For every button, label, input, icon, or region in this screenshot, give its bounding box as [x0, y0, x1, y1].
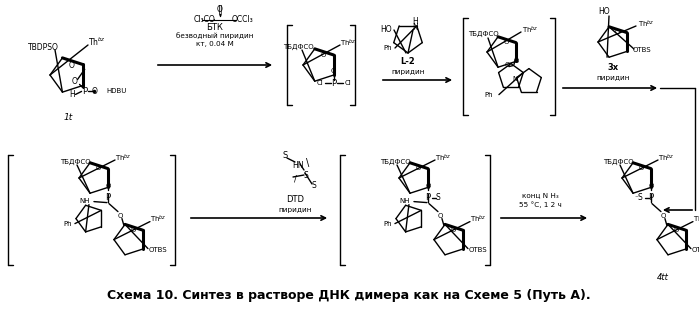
Text: S: S: [312, 181, 317, 190]
Text: 4tt: 4tt: [657, 273, 669, 282]
Text: Th$^{bz}$: Th$^{bz}$: [115, 152, 131, 164]
Text: БТК: БТК: [207, 22, 224, 31]
Text: P: P: [331, 79, 336, 88]
Text: DTD: DTD: [286, 195, 304, 204]
Text: O: O: [648, 183, 654, 189]
Text: /: /: [294, 175, 296, 184]
Text: OTBS: OTBS: [691, 247, 699, 253]
Text: ·: ·: [213, 15, 217, 25]
Text: P: P: [106, 193, 110, 202]
Text: HO: HO: [380, 25, 392, 34]
Text: Th$^{bz}$: Th$^{bz}$: [340, 37, 356, 49]
Text: P: P: [649, 193, 654, 202]
Text: ⁻S: ⁻S: [635, 193, 643, 202]
Text: O: O: [438, 213, 442, 219]
Text: N: N: [412, 23, 418, 32]
Text: Th$^{bz}$: Th$^{bz}$: [470, 214, 487, 225]
Text: O: O: [130, 227, 136, 233]
Text: Th$^{bz}$: Th$^{bz}$: [88, 36, 106, 48]
Text: O: O: [503, 39, 509, 45]
Text: ТБДФСО: ТБДФСО: [60, 159, 91, 165]
Text: Схема 10. Синтез в растворе ДНК димера как на Схеме 5 (Путь А).: Схема 10. Синтез в растворе ДНК димера к…: [107, 290, 591, 302]
Text: O: O: [95, 165, 101, 171]
Text: Th$^{bz}$: Th$^{bz}$: [150, 214, 166, 225]
Text: HN: HN: [292, 161, 304, 170]
Text: H: H: [70, 90, 75, 99]
Text: S: S: [435, 193, 440, 202]
Text: NH: NH: [80, 198, 90, 204]
Text: безводный пиридин: безводный пиридин: [176, 33, 254, 39]
Text: TBDPSO: TBDPSO: [28, 44, 59, 53]
Text: Th$^{bz}$: Th$^{bz}$: [693, 214, 699, 225]
Text: HDBU: HDBU: [106, 88, 127, 94]
Text: Cl: Cl: [345, 80, 351, 86]
Text: пиридин: пиридин: [596, 75, 630, 81]
Text: Ph: Ph: [484, 91, 493, 98]
Text: Th$^{bz}$: Th$^{bz}$: [658, 152, 675, 164]
Text: O: O: [217, 5, 223, 14]
Text: O: O: [71, 77, 78, 86]
Text: S: S: [303, 170, 308, 179]
Text: кт, 0.04 М: кт, 0.04 М: [196, 41, 234, 47]
Text: O: O: [513, 57, 519, 64]
Text: ТБДФСО: ТБДФСО: [283, 44, 314, 50]
Text: Cl₃CO: Cl₃CO: [193, 15, 215, 24]
Text: Ph: Ph: [64, 221, 72, 227]
Text: O: O: [661, 213, 665, 219]
Text: Th$^{bz}$: Th$^{bz}$: [521, 24, 538, 36]
Text: Ph: Ph: [384, 221, 392, 227]
Text: O: O: [614, 29, 620, 35]
Text: OCCl₃: OCCl₃: [232, 15, 254, 24]
Text: O: O: [673, 227, 679, 233]
Text: Cl: Cl: [317, 80, 323, 86]
Text: L-2: L-2: [401, 57, 415, 66]
Text: O: O: [504, 62, 510, 68]
Text: Th$^{bz}$: Th$^{bz}$: [435, 152, 452, 164]
Text: O: O: [106, 183, 110, 189]
Text: S: S: [282, 152, 287, 160]
Text: ТБДФСО: ТБДФСО: [380, 159, 410, 165]
Text: O: O: [69, 60, 75, 70]
Text: P: P: [82, 87, 87, 96]
Text: O: O: [425, 183, 431, 189]
Text: O: O: [92, 87, 97, 96]
Text: O: O: [638, 165, 644, 171]
Text: ТБДФСО: ТБДФСО: [603, 159, 633, 165]
Text: OTBS: OTBS: [468, 247, 487, 253]
Text: 55 °C, 1 2 ч: 55 °C, 1 2 ч: [519, 202, 561, 208]
Text: O: O: [450, 227, 456, 233]
Text: конц N H₃: конц N H₃: [521, 192, 559, 198]
Text: ТБДФСО: ТБДФСО: [468, 31, 498, 37]
Text: 1t: 1t: [64, 112, 73, 122]
Text: O: O: [320, 52, 326, 58]
Text: пиридин: пиридин: [278, 207, 312, 213]
Text: HO: HO: [598, 7, 610, 16]
Text: O: O: [415, 165, 421, 171]
Text: O: O: [117, 213, 122, 219]
Text: P: P: [426, 193, 431, 202]
Text: H: H: [412, 16, 418, 25]
Text: N: N: [512, 75, 517, 82]
Text: пиридин: пиридин: [391, 69, 425, 75]
Text: OTBS: OTBS: [633, 47, 651, 53]
Text: O: O: [331, 68, 336, 74]
Text: \: \: [306, 158, 310, 168]
Text: OTBS: OTBS: [149, 247, 167, 253]
Text: ‖: ‖: [217, 5, 222, 15]
Text: 3x: 3x: [607, 64, 619, 73]
Text: Th$^{bz}$: Th$^{bz}$: [637, 18, 654, 30]
Text: Ph: Ph: [384, 45, 392, 51]
Text: NH: NH: [400, 198, 410, 204]
